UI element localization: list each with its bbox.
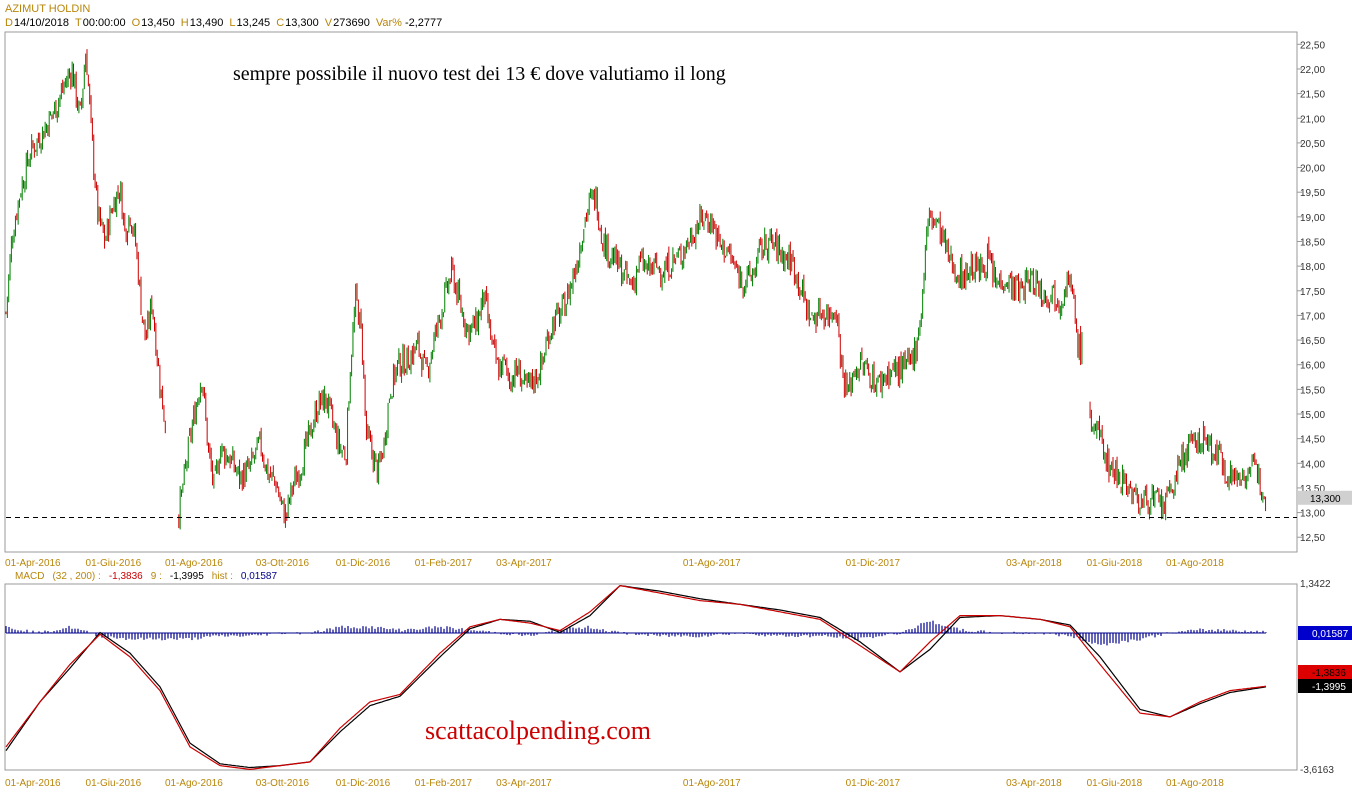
macd-legend-item: -1,3995 xyxy=(170,571,204,582)
hist-value-label: 0,01587 xyxy=(1312,629,1349,640)
macd-panel xyxy=(4,583,1298,771)
date-tick-label: 01-Apr-2016 xyxy=(5,778,61,789)
macd-legend-item: 9 : xyxy=(151,571,162,582)
price-tick-label: 17,00 xyxy=(1300,311,1325,322)
price-tick-label: 20,50 xyxy=(1300,139,1325,150)
price-tick-label: 13,00 xyxy=(1300,509,1325,520)
price-panel xyxy=(4,31,1298,553)
price-tick-label: 22,00 xyxy=(1300,65,1325,76)
annotation-text: sempre possibile il nuovo test dei 13 € … xyxy=(233,63,726,85)
date-tick-label: 01-Ago-2017 xyxy=(683,558,741,569)
price-axis: 22,50 22,00 21,50 21,00 20,50 20,00 19,50 19,00… xyxy=(1297,40,1325,544)
date-tick-label: 03-Apr-2018 xyxy=(1006,558,1062,569)
ohlc-key: Var% xyxy=(376,17,402,29)
macd-legend-item: MACD xyxy=(15,571,44,582)
date-tick-label: 01-Ago-2018 xyxy=(1166,778,1224,789)
date-tick-label: 03-Apr-2017 xyxy=(496,558,552,569)
signal-line xyxy=(5,584,1267,769)
date-tick-label: 01-Feb-2017 xyxy=(415,778,473,789)
macd-axis: 1,3422 -3,6163 0,01587 -1,3836 -1,3995 xyxy=(1298,579,1352,776)
price-tick-label: 15,00 xyxy=(1300,410,1325,421)
price-tick-label: 15,50 xyxy=(1300,385,1325,396)
ohlc-key: O xyxy=(132,17,141,29)
price-tick-label: 20,00 xyxy=(1300,164,1325,175)
date-tick-label: 01-Dic-2017 xyxy=(846,558,901,569)
ohlc-value: 13,300 xyxy=(285,17,319,29)
watermark: scattacolpending.com xyxy=(425,716,651,745)
date-tick-label: 01-Giu-2016 xyxy=(86,778,142,789)
price-date-axis: 01-Apr-2016 01-Giu-2016 01-Ago-2016 03-Ott-… xyxy=(5,558,1224,569)
instrument-name: AZIMUT HOLDIN xyxy=(5,3,90,15)
last-price-value: 13,300 xyxy=(1310,494,1341,505)
price-tick-label: 19,00 xyxy=(1300,213,1325,224)
ohlc-key: V xyxy=(325,17,333,29)
date-tick-label: 01-Ago-2017 xyxy=(683,778,741,789)
date-tick-label: 01-Dic-2016 xyxy=(336,778,391,789)
date-tick-label: 01-Ago-2016 xyxy=(165,778,223,789)
price-tick-label: 19,50 xyxy=(1300,188,1325,199)
price-tick-label: 18,00 xyxy=(1300,262,1325,273)
hist-value-label-box xyxy=(1298,626,1352,640)
date-tick-label: 03-Apr-2018 xyxy=(1006,778,1062,789)
macd-legend: MACD (32 , 200) : -1,3836 9 : -1,3995 hist : 0… xyxy=(15,571,277,582)
price-tick-label: 22,50 xyxy=(1300,40,1325,51)
ohlc-value: 00:00:00 xyxy=(83,17,126,29)
date-tick-label: 01-Ago-2018 xyxy=(1166,558,1224,569)
ohlc-value: 14/10/2018 xyxy=(14,17,69,29)
date-tick-label: 01-Giu-2018 xyxy=(1087,778,1143,789)
date-tick-label: 03-Ott-2016 xyxy=(256,558,310,569)
price-tick-label: 21,50 xyxy=(1300,90,1325,101)
date-tick-label: 03-Apr-2017 xyxy=(496,778,552,789)
last-price-label: 13,300 xyxy=(1298,490,1352,505)
date-tick-label: 03-Ott-2016 xyxy=(256,778,310,789)
ohlc-value: 273690 xyxy=(333,17,370,29)
ohlc-value: 13,490 xyxy=(190,17,224,29)
macd-legend-item: hist : xyxy=(212,571,233,582)
signal-value-label-box xyxy=(1298,679,1352,693)
macd-legend-item: 0,01587 xyxy=(241,571,278,582)
ohlc-key: H xyxy=(181,17,189,29)
date-tick-label: 01-Giu-2016 xyxy=(86,558,142,569)
price-tick-label: 17,50 xyxy=(1300,287,1325,298)
price-tick-label: 16,00 xyxy=(1300,361,1325,372)
macd-date-axis: 01-Apr-2016 01-Giu-2016 01-Ago-2016 03-Ott-… xyxy=(5,778,1224,789)
ohlc-key: D xyxy=(5,17,13,29)
date-tick-label: 01-Dic-2016 xyxy=(336,558,391,569)
ohlc-key: L xyxy=(229,17,235,29)
macd-legend-item: -1,3836 xyxy=(109,571,143,582)
ohlc-value: 13,245 xyxy=(237,17,271,29)
date-tick-label: 01-Feb-2017 xyxy=(415,558,473,569)
ohlc-value: 13,450 xyxy=(141,17,175,29)
price-tick-label: 13,50 xyxy=(1300,484,1325,495)
macd-value-label: -1,3836 xyxy=(1312,668,1346,679)
price-tick-label: 14,50 xyxy=(1300,435,1325,446)
price-tick-label: 16,50 xyxy=(1300,336,1325,347)
price-tick-label: 12,50 xyxy=(1300,533,1325,544)
macd-axis-max: 1,3422 xyxy=(1300,579,1331,590)
macd-value-label-box xyxy=(1298,665,1352,679)
macd-line xyxy=(5,584,1267,771)
date-tick-label: 01-Ago-2016 xyxy=(165,558,223,569)
ohlc-key: T xyxy=(75,17,82,29)
price-candles xyxy=(5,49,1267,530)
macd-legend-item: (32 , 200) : xyxy=(52,571,100,582)
macd-histogram xyxy=(5,620,1267,646)
price-tick-label: 18,50 xyxy=(1300,237,1325,248)
ohlc-line: D14/10/2018 T00:00:00 O13,450 H13,490 L13,24… xyxy=(5,17,442,29)
ohlc-key: C xyxy=(276,17,284,29)
macd-axis-min: -3,6163 xyxy=(1300,765,1334,776)
ohlc-value: -2,2777 xyxy=(405,17,442,29)
date-tick-label: 01-Giu-2018 xyxy=(1087,558,1143,569)
date-tick-label: 01-Apr-2016 xyxy=(5,558,61,569)
date-tick-label: 01-Dic-2017 xyxy=(846,778,901,789)
price-tick-label: 14,00 xyxy=(1300,459,1325,470)
price-tick-label: 21,00 xyxy=(1300,114,1325,125)
signal-value-label: -1,3995 xyxy=(1312,682,1346,693)
